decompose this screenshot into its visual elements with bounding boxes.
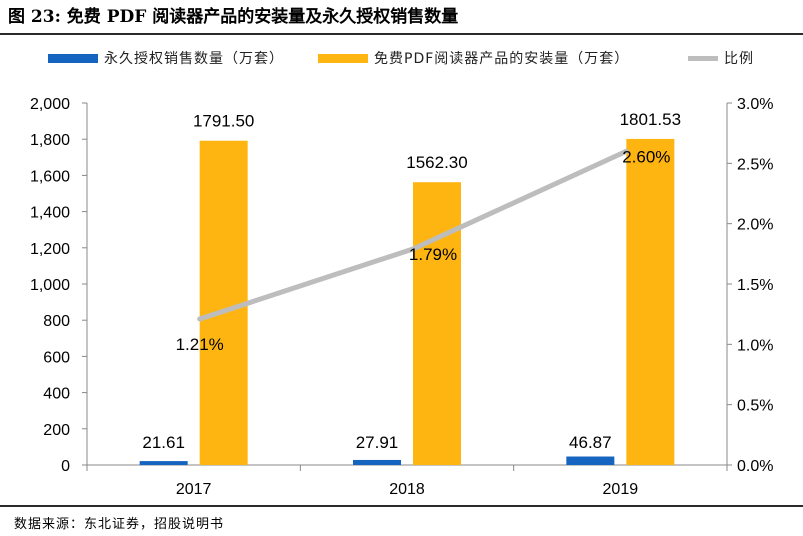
data-label-ratio: 1.79% <box>409 245 457 264</box>
data-label-ratio: 2.60% <box>622 147 670 166</box>
legend-label-license: 永久授权销售数量（万套） <box>104 51 284 67</box>
data-label-license: 21.61 <box>142 433 185 452</box>
y-right-tick-label: 2.5% <box>737 156 773 173</box>
figure-title: 图 23: 免费 PDF 阅读器产品的安装量及永久授权销售数量 <box>8 7 459 27</box>
y-right-tick-label: 2.0% <box>737 217 773 234</box>
y-left-tick-label: 1,600 <box>30 168 70 185</box>
data-label-installs: 1801.53 <box>620 110 681 129</box>
y-left-tick-label: 2,000 <box>30 96 70 113</box>
y-left-tick-label: 200 <box>43 422 70 439</box>
x-tick-label: 2017 <box>176 481 212 498</box>
y-right-tick-label: 1.0% <box>737 337 773 354</box>
y-left-tick-label: 800 <box>43 313 70 330</box>
y-right-tick-label: 3.0% <box>737 96 773 113</box>
data-label-installs: 1791.50 <box>193 112 254 131</box>
legend-swatch-ratio <box>688 55 718 61</box>
x-tick-label: 2018 <box>389 481 425 498</box>
y-left-tick-label: 0 <box>61 458 70 475</box>
data-label-ratio: 1.21% <box>176 335 224 354</box>
legend-swatch-installs <box>318 53 368 63</box>
y-right-tick-label: 0.0% <box>737 458 773 475</box>
bar-installs <box>626 138 675 465</box>
y-left-tick-label: 1,400 <box>30 205 70 222</box>
y-left-tick-label: 1,200 <box>30 241 70 258</box>
legend: 永久授权销售数量（万套） 免费PDF阅读器产品的安装量（万套） 比例 <box>0 46 803 70</box>
legend-item-license: 永久授权销售数量（万套） <box>48 46 284 70</box>
bar-installs <box>199 140 248 465</box>
point-ratio <box>623 148 629 154</box>
source-note: 数据来源：东北证券，招股说明书 <box>14 517 225 532</box>
legend-swatch-license <box>48 53 98 63</box>
data-label-license: 27.91 <box>356 433 399 452</box>
bar-license <box>566 456 615 465</box>
point-ratio <box>197 316 203 322</box>
y-left-tick-label: 400 <box>43 386 70 403</box>
point-ratio <box>410 246 416 252</box>
bottom-rule <box>0 505 803 507</box>
y-right-tick-label: 1.5% <box>737 277 773 294</box>
bar-installs <box>413 182 461 465</box>
data-label-license: 46.87 <box>569 433 612 452</box>
y-left-tick-label: 1,800 <box>30 132 70 149</box>
top-rule <box>0 33 803 35</box>
legend-label-ratio: 比例 <box>724 51 754 67</box>
y-left-tick-label: 600 <box>43 349 70 366</box>
legend-item-ratio: 比例 <box>688 46 754 70</box>
bar-license <box>139 461 188 465</box>
y-left-tick-label: 1,000 <box>30 277 70 294</box>
legend-label-installs: 免费PDF阅读器产品的安装量（万套） <box>374 51 630 67</box>
y-right-tick-label: 0.5% <box>737 398 773 415</box>
data-label-installs: 1562.30 <box>406 153 467 172</box>
bar-license <box>353 459 401 465</box>
legend-item-installs: 免费PDF阅读器产品的安装量（万套） <box>318 46 629 70</box>
x-tick-label: 2019 <box>603 481 639 498</box>
